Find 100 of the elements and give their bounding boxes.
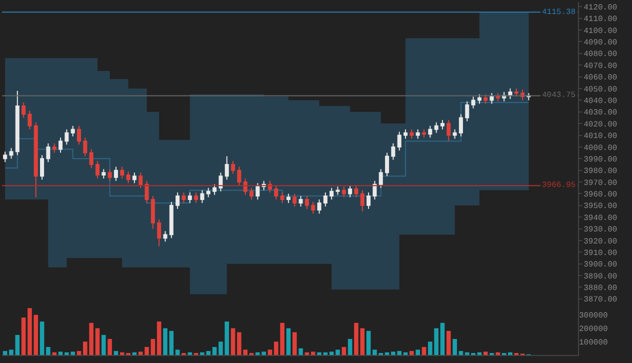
bar (310, 352, 316, 355)
y-tick-label: 4110.00 (584, 15, 618, 24)
candlestick (434, 122, 438, 134)
bar (317, 352, 322, 355)
bar (169, 330, 174, 355)
bar (175, 350, 180, 355)
y-tick-label: 3970.00 (584, 178, 618, 188)
candlestick (458, 114, 463, 137)
bar (76, 350, 82, 355)
y-tick-label: 3960.00 (584, 190, 618, 200)
candlestick (397, 131, 402, 151)
candlestick (496, 92, 500, 102)
y-tick-label: 3930.00 (584, 226, 618, 235)
bar (452, 338, 457, 355)
candlestick (163, 230, 168, 242)
bar (52, 352, 57, 355)
bar (508, 352, 512, 355)
candlestick (471, 96, 476, 109)
candlestick (114, 166, 118, 182)
candlestick (416, 128, 420, 140)
candlestick (366, 192, 371, 210)
bar (114, 350, 118, 355)
y-tick-label: 3880.00 (584, 284, 618, 294)
candlestick (477, 94, 482, 104)
y-tick-label: 4070.00 (584, 62, 618, 71)
bar (188, 352, 192, 355)
bar (58, 352, 63, 355)
y-tick-label: 3910.00 (584, 248, 618, 258)
candlestick (391, 142, 396, 160)
y-tick-label: 3980.00 (584, 167, 618, 176)
candlestick (311, 201, 316, 214)
ref-line-label: 4115.38 (542, 8, 576, 17)
candlestick (292, 193, 297, 208)
candlestick (194, 192, 198, 204)
candlestick (440, 120, 444, 130)
y-tick-label: 4020.00 (584, 120, 618, 130)
bar (483, 352, 488, 355)
candlestick (218, 172, 223, 192)
candlestick (15, 90, 20, 156)
candlestick (317, 199, 322, 214)
bar (230, 328, 236, 355)
candlestick (274, 185, 278, 200)
candlestick (237, 166, 242, 186)
bar (446, 330, 451, 355)
candlestick (102, 168, 106, 179)
y-tick-label: 3890.00 (584, 272, 618, 282)
bar (2, 350, 8, 355)
bar (212, 346, 217, 355)
y-tick-label: 4010.00 (584, 132, 618, 142)
y-tick-label: 4050.00 (584, 85, 618, 94)
candlestick (452, 128, 457, 140)
y-tick-label: 4060.00 (584, 74, 618, 83)
candlestick (446, 120, 451, 142)
candlestick (108, 168, 112, 182)
bar (101, 334, 106, 355)
candlestick (422, 128, 426, 138)
bar (163, 328, 168, 355)
bar (366, 330, 371, 355)
candlestick (212, 184, 217, 196)
y-tick-label: 3900.00 (584, 260, 618, 270)
bar (292, 332, 297, 355)
bar (21, 318, 26, 355)
y-tick-label: 3870.00 (584, 296, 618, 305)
candlestick (404, 128, 408, 140)
candlestick (206, 187, 210, 198)
y-tick-label: 4030.00 (584, 108, 618, 118)
bar (156, 322, 162, 355)
bar (150, 338, 156, 355)
y-tick-label: 4100.00 (584, 26, 618, 36)
candlestick (3, 151, 8, 163)
candlestick (410, 128, 414, 140)
candlestick (330, 187, 334, 200)
candlestick (342, 186, 346, 198)
candlestick (188, 192, 192, 204)
candlestick (280, 192, 284, 204)
candlestick (83, 137, 88, 157)
y-tick-label: 3950.00 (584, 202, 618, 212)
candlestick (243, 178, 248, 196)
candlestick (304, 196, 309, 210)
candlestick (120, 166, 124, 179)
candlestick (508, 88, 512, 100)
bar (108, 338, 112, 355)
y-tick-label: 4080.00 (584, 50, 618, 60)
bar (40, 322, 44, 355)
candlestick (286, 193, 290, 204)
candlestick (89, 148, 94, 168)
candlestick (465, 100, 470, 122)
bar (329, 352, 334, 355)
candlestick (64, 128, 69, 146)
bar (286, 328, 291, 355)
candlestick (298, 196, 303, 208)
bar (458, 350, 464, 355)
candlestick (224, 156, 229, 180)
y2-tick-label: 300000 (579, 312, 608, 321)
candlestick (385, 152, 390, 177)
y-tick-label: 3940.00 (584, 214, 618, 223)
candlestick (58, 137, 63, 154)
candlestick (138, 172, 143, 188)
bar (422, 346, 426, 355)
y2-tick-label: 200000 (579, 325, 608, 334)
